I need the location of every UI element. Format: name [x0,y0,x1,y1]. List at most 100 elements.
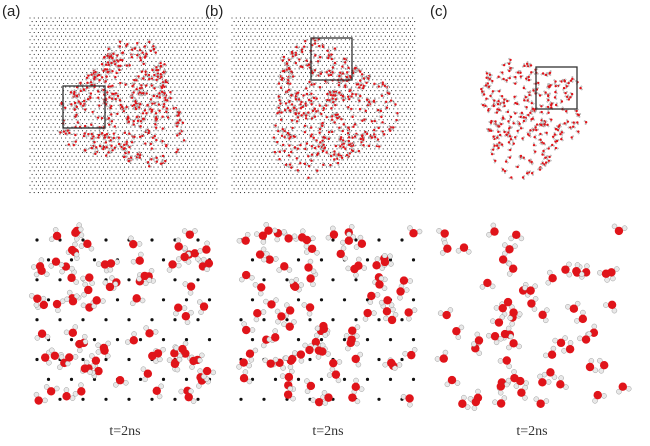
lattice-atom [244,61,246,63]
lattice-atom [165,130,168,132]
lattice-atom [105,61,107,63]
lattice-atom [244,119,246,121]
lattice-atom [304,152,307,154]
lattice-atom [172,141,174,143]
lattice-atom [231,170,233,172]
lattice-atom [244,46,246,48]
lattice-atom [111,42,113,45]
lattice-atom [397,93,399,95]
lattice-atom [302,82,304,85]
lattice-atom [96,17,98,19]
lattice-atom [142,184,144,186]
water-molecule [145,104,150,108]
lattice-atom [199,93,201,95]
lattice-atom [117,184,119,186]
water-molecule [313,145,318,151]
lattice-atom [349,17,351,19]
lattice-atom [378,170,380,172]
lattice-atom [382,119,384,121]
lattice-atom [182,152,184,154]
lattice-atom [117,177,119,179]
lattice-atom [210,170,212,172]
lattice-atom [321,50,323,52]
lattice-atom [102,173,105,175]
lattice-atom [189,184,191,186]
lattice-atom [163,53,165,55]
lattice-atom [393,79,395,81]
lattice-atom [63,75,65,77]
lattice-atom [138,68,140,70]
water-molecule [145,111,150,116]
lattice-atom [172,126,174,128]
lattice-atom [107,79,109,81]
lattice-atom [315,31,317,34]
lattice-atom [84,39,86,41]
lattice-atom [256,112,258,114]
water-molecule [181,228,198,239]
lattice-atom [296,173,298,175]
lattice-atom [330,35,332,37]
lattice-atom [52,64,54,66]
lattice-atom [248,162,250,165]
lattice-atom [235,126,237,128]
lattice-atom [77,21,79,23]
lattice-atom [283,115,286,117]
lattice-atom [359,181,361,183]
lattice-atom [199,50,201,52]
lattice-atom [134,68,136,70]
lattice-atom [393,50,395,52]
lattice-atom [275,137,277,139]
lattice-atom [117,170,119,172]
lattice-atom [140,28,142,30]
lattice-atom [374,184,376,186]
water-molecule [289,103,295,107]
lattice-atom [197,141,199,143]
lattice-atom [241,79,244,81]
lattice-atom [325,144,328,146]
lattice-atom [65,64,67,66]
lattice-atom [115,108,117,110]
water-molecule [130,294,146,307]
lattice-atom [216,35,218,37]
lattice-atom [405,57,407,59]
lattice-atom [357,39,359,41]
lattice-atom [388,122,391,125]
lattice-atom [37,61,39,63]
lattice-atom [67,155,69,157]
lattice-atom [262,108,265,110]
lattice-atom [178,79,180,81]
lattice-atom [65,93,67,95]
lattice-atom [365,141,367,143]
lattice-atom [69,377,74,381]
lattice-atom [84,46,86,48]
lattice-atom [71,61,73,63]
lattice-atom [184,184,186,186]
lattice-atom [277,133,279,135]
lattice-atom [203,188,205,190]
lattice-atom [414,108,416,110]
lattice-atom [281,104,283,106]
lattice-atom [207,137,210,139]
water-molecule [331,150,337,154]
lattice-atom [134,170,136,172]
lattice-atom [186,57,189,59]
lattice-atom [63,170,65,172]
lattice-atom [123,188,126,190]
lattice-atom [258,181,260,183]
lattice-atom [193,97,195,99]
lattice-atom [212,21,214,23]
lattice-atom [94,35,96,37]
lattice-atom [212,188,214,190]
lattice-atom [363,115,365,117]
lattice-atom [96,24,98,26]
water-molecule [153,50,157,56]
water-molecule [73,89,77,94]
lattice-atom [35,144,37,146]
lattice-atom [332,192,334,194]
lattice-atom [184,82,186,85]
lattice-atom [144,28,147,30]
lattice-atom [319,155,321,157]
lattice-atom [397,188,399,190]
lattice-atom [332,24,334,26]
lattice-atom [100,46,102,48]
